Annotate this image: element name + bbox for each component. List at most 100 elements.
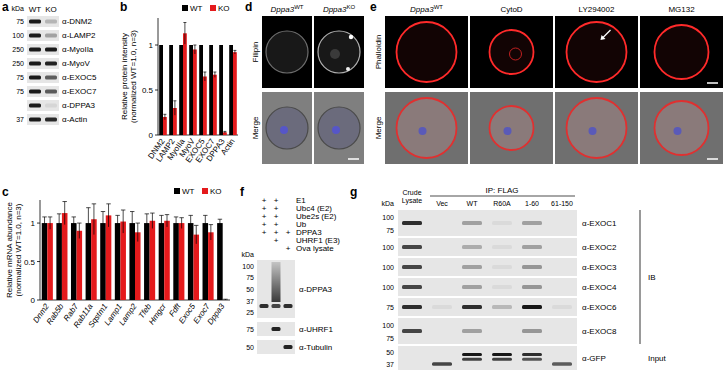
micrograph [314,16,364,88]
band [462,245,482,249]
band [45,118,57,122]
error-cap [57,213,61,214]
error-cap [193,45,196,46]
figure: 00.51DNM2LAMP2MyoIIaMyoVEXOC5EXOC7DPPA3A… [0,0,728,376]
error-bar [137,223,138,241]
antibody-label: α-DPPA3 [62,101,95,110]
kda-marker: 50 [386,349,394,356]
band [402,221,422,225]
bar [217,223,223,300]
y-axis-label: (normalized WT=1.0, n=3) [14,203,23,296]
error-bar [123,210,124,233]
row-label: Phalloidin [374,35,383,70]
band [462,305,482,309]
error-cap [106,203,110,204]
antibody-label: α-MyoIIa [62,45,94,54]
band [432,305,452,309]
error-cap [115,215,119,216]
micrograph [470,16,553,88]
error-cap [218,219,222,220]
band [462,221,482,225]
kda-marker: 100 [382,244,394,251]
error-cap [233,50,236,51]
error-bar [44,217,45,229]
panel-label: g [350,185,357,199]
nucleus [419,127,427,135]
error-bar [219,219,220,227]
band [492,353,512,356]
condition-mark: + [274,236,279,245]
micrograph [640,92,723,164]
antibody-label: α-Tubulin [299,343,332,352]
band [522,358,542,361]
error-cap [101,211,105,212]
row-label: Merge [251,116,260,139]
bar [203,223,209,300]
kda-marker: 100 [382,322,394,329]
y-tick-label: 0.5 [142,86,154,95]
error-cap [92,203,96,204]
bar [223,132,227,135]
band [432,362,452,366]
error-bar [79,223,80,238]
oocyte [266,107,308,149]
antibody-label: α-LAMP2 [62,31,96,40]
kda-marker: 75 [386,335,394,342]
band [284,304,293,308]
y-axis [158,18,159,135]
oocyte [490,106,534,150]
micrograph [470,92,553,164]
micrograph [555,92,638,164]
error-cap [188,215,192,216]
bar [120,222,126,300]
bar [179,223,185,300]
x-tick-label: Hmgcr [147,302,168,327]
antibody-label: α-UHRF1 [299,325,334,334]
lane-label: 61-150 [551,200,573,207]
error-cap [209,224,213,225]
micrograph [262,16,312,88]
panel-label: c [2,185,9,199]
genotype: WT [294,4,304,10]
ip-label: IP: FLAG [486,186,519,195]
nucleus [674,127,682,135]
legend-swatch [202,188,208,194]
band [45,34,57,38]
lane-label: WT [29,5,42,14]
x-tick-label: Actin [219,137,237,157]
band [402,245,422,249]
error-cap [62,201,66,202]
bar [189,45,193,135]
band [29,20,41,24]
scale-bar [348,158,359,160]
blot [398,278,577,296]
error-cap [223,299,227,300]
band [284,345,293,349]
lane-label: KO [45,5,57,14]
chart: 00.51Dnm2Rab5bRab7Rab11aSqstm1Lamp1Lamp2… [5,187,230,330]
kda-marker: 100 [382,214,394,221]
error-bar [190,215,191,230]
band [402,265,422,269]
blot [257,260,295,318]
band [402,305,422,309]
band [492,358,512,361]
error-bar [176,217,177,229]
kda-marker: 100 [242,263,254,270]
scale-bar [707,82,718,84]
bar [213,75,217,135]
antibody-label: α-DPPA3 [299,285,332,294]
column-label: Dppa3WT [271,4,304,14]
blot [398,318,577,344]
error-cap [136,223,140,224]
kda-marker: 75 [386,304,394,311]
filipin-spot [346,67,350,71]
band [45,20,57,24]
arrow-head [601,35,606,40]
error-bar [214,72,215,77]
band [29,90,41,94]
error-bar [196,225,197,243]
micrograph [640,16,723,88]
band [45,90,57,94]
kda-marker: 75 [16,88,24,95]
